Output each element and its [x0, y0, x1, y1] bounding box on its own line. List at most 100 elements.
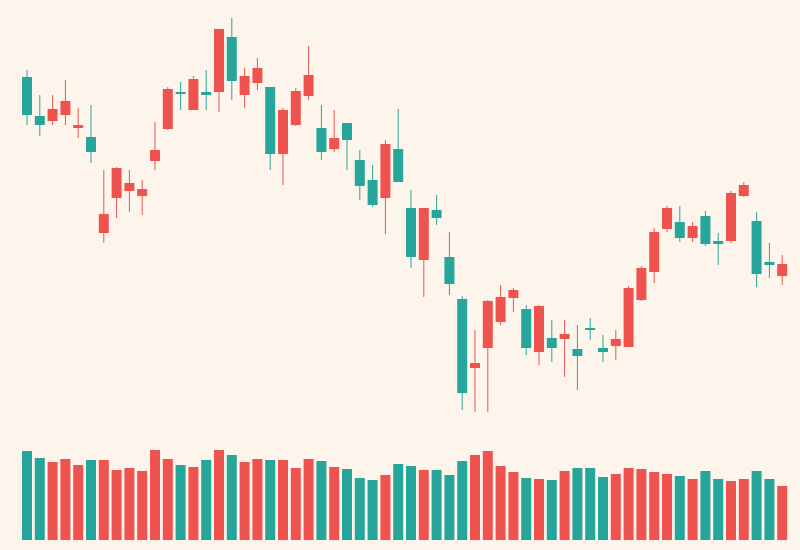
- volume-bar: [521, 478, 532, 540]
- candle-body: [278, 110, 288, 154]
- volume-bar: [610, 474, 621, 540]
- candle-body: [482, 301, 493, 348]
- candle-body: [329, 138, 340, 149]
- volume-bar: [60, 459, 71, 540]
- volume-bar: [111, 470, 122, 540]
- volume-bar: [559, 471, 570, 540]
- volume-bar: [674, 476, 685, 540]
- candle-body: [111, 168, 122, 198]
- candle-body: [354, 160, 365, 186]
- volume-bar: [150, 450, 160, 540]
- candle-body: [700, 216, 711, 244]
- candle-body: [738, 185, 749, 196]
- volume-bar: [226, 455, 237, 540]
- candle-body: [265, 87, 276, 154]
- candle-body: [303, 75, 314, 96]
- volume-bar: [508, 472, 519, 540]
- volume-bar: [137, 471, 148, 540]
- candle-body: [687, 226, 698, 238]
- volume-bar: [303, 459, 314, 540]
- candle-body: [470, 363, 480, 368]
- candle-body: [34, 116, 45, 125]
- candle-body: [73, 125, 84, 128]
- candle-body: [457, 299, 468, 393]
- volume-bar: [713, 479, 724, 540]
- candle-body: [22, 77, 32, 115]
- volume-bar: [98, 460, 109, 540]
- volume-bar: [380, 475, 391, 540]
- volume-bar: [265, 460, 276, 540]
- volume-bar: [687, 479, 698, 540]
- candle-body: [508, 290, 519, 298]
- volume-bar: [418, 470, 429, 540]
- volume-bar: [777, 486, 788, 540]
- candle-body: [367, 180, 378, 205]
- volume-bar: [700, 471, 711, 540]
- volume-bar: [662, 474, 672, 540]
- volume-bar: [470, 455, 480, 540]
- candle-body: [713, 241, 724, 244]
- candle-body: [342, 123, 352, 140]
- candle-body: [649, 232, 660, 272]
- candle-body: [623, 288, 634, 347]
- volume-bar: [431, 470, 442, 540]
- candle-body: [239, 76, 250, 95]
- candle-body: [610, 339, 621, 346]
- candle-body: [418, 208, 429, 260]
- candle-body: [124, 183, 135, 191]
- candle-body: [674, 222, 685, 238]
- candle-body: [380, 144, 391, 198]
- volume-bar: [73, 465, 84, 540]
- candle-body: [764, 262, 775, 265]
- volume-bar: [124, 468, 135, 540]
- volume-bar: [636, 469, 647, 540]
- volume-bar: [188, 467, 199, 540]
- candle-body: [201, 92, 212, 95]
- candle-body: [431, 210, 442, 218]
- volume-bar: [290, 468, 301, 540]
- candle-body: [495, 297, 506, 322]
- candle-body: [546, 338, 557, 348]
- candle-body: [406, 208, 416, 257]
- candle-body: [290, 91, 301, 125]
- volume-bar: [534, 479, 544, 540]
- candle-body: [150, 150, 160, 161]
- volume-bar: [406, 466, 416, 540]
- candle-body: [444, 257, 455, 284]
- volume-bar: [649, 472, 660, 540]
- candle-body: [393, 149, 404, 182]
- volume-bar: [367, 480, 378, 540]
- volume-bar: [201, 460, 212, 540]
- candle-body: [98, 214, 109, 233]
- candle-body: [316, 128, 327, 152]
- candle-body: [175, 92, 186, 94]
- volume-bar: [316, 461, 327, 540]
- candle-body: [751, 221, 762, 274]
- candle-body: [585, 328, 596, 330]
- volume-bar: [726, 481, 736, 540]
- volume-bar: [354, 478, 365, 540]
- volume-bar: [546, 480, 557, 540]
- volume-bar: [572, 468, 583, 540]
- candle-body: [86, 137, 96, 152]
- volume-bar: [175, 465, 186, 540]
- candle-body: [252, 68, 263, 83]
- volume-bar: [623, 468, 634, 540]
- volume-bar: [86, 460, 96, 540]
- volume-bar: [764, 479, 775, 540]
- candle-body: [777, 264, 788, 276]
- volume-bar: [47, 462, 58, 540]
- candle-body: [559, 334, 570, 339]
- candle-body: [662, 208, 672, 229]
- candle-body: [47, 109, 58, 121]
- volume-bar: [329, 467, 340, 540]
- candle-body: [137, 189, 148, 196]
- volume-bar: [482, 451, 493, 540]
- candle-body: [214, 29, 224, 92]
- volume-bar: [239, 462, 250, 540]
- candle-body: [162, 89, 173, 129]
- candle-body: [521, 309, 532, 348]
- candle-body: [60, 101, 71, 115]
